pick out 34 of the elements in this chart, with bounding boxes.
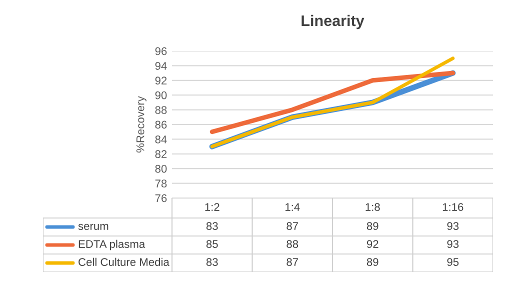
y-tick-label: 78 [155, 180, 167, 188]
data-label: 85 [206, 240, 218, 248]
data-label: 95 [447, 258, 459, 266]
y-tick-label: 76 [155, 194, 167, 202]
legend-label: Cell Culture Media [78, 258, 170, 266]
y-tick-label: 84 [155, 135, 167, 144]
data-label: 93 [447, 240, 459, 248]
line-series [210, 56, 455, 148]
data-label: 87 [286, 258, 298, 266]
legend-label: EDTA plasma [78, 240, 146, 250]
x-tick-label: 1:2 [205, 203, 220, 211]
data-label: 88 [286, 240, 298, 248]
legend-label: serum [78, 224, 108, 230]
y-tick-label: 88 [155, 106, 167, 114]
x-tick-label: 1:16 [442, 203, 464, 211]
chart-title: Linearity [302, 14, 364, 30]
y-tick-label: 80 [155, 164, 167, 173]
data-label: 92 [366, 240, 378, 248]
y-tick-label: 92 [155, 76, 167, 85]
data-label: 89 [366, 258, 378, 266]
y-tick-label: 94 [155, 62, 167, 70]
y-tick-label: 82 [155, 150, 167, 158]
data-label: 89 [366, 222, 378, 230]
data-label: 93 [447, 222, 459, 230]
y-tick-label: 96 [155, 47, 167, 56]
y-axis-title: %Recovery [136, 96, 146, 153]
x-tick-label: 1:4 [286, 203, 300, 211]
y-tick-label: 86 [155, 120, 167, 129]
line-series [210, 70, 456, 134]
x-tick-label: 1:8 [366, 203, 380, 211]
data-label: 87 [286, 222, 298, 230]
data-label: 83 [206, 258, 218, 266]
y-tick-label: 90 [155, 91, 167, 100]
data-label: 83 [206, 222, 218, 230]
